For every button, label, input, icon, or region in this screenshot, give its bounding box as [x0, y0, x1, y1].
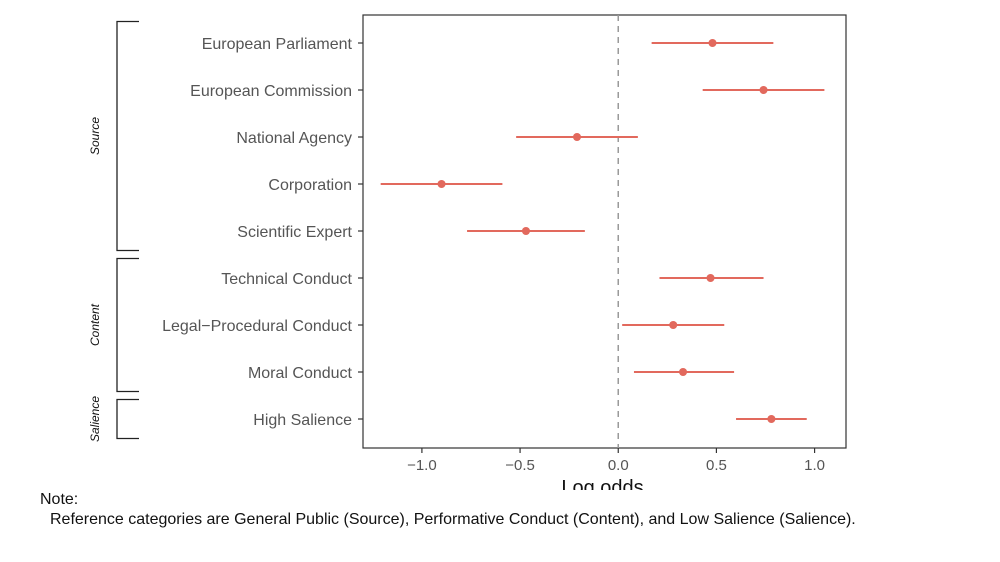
estimate-point [679, 368, 688, 376]
estimate-point [708, 39, 717, 47]
estimate-point [573, 133, 582, 141]
x-axis-ticks: −1.0 −0.5 0.0 0.5 1.0 [407, 448, 825, 474]
category-label: Legal−Procedural Conduct [162, 318, 352, 335]
plot-panel [362, 14, 847, 449]
group-bracket [116, 257, 139, 393]
coefficient-chart: Source Content Salience European Parliamen… [88, 14, 847, 490]
estimate-point [669, 321, 678, 329]
category-labels: European Parliament European Commission Na… [162, 36, 352, 429]
group-labels: Source Content Salience [88, 117, 102, 442]
estimate-point [767, 415, 776, 423]
category-label: Corporation [268, 177, 352, 194]
estimate-point [437, 180, 446, 188]
note-title: Note: [40, 491, 79, 508]
category-label: High Salience [253, 412, 352, 429]
group-bracket [116, 20, 139, 252]
x-tick-label: 0.0 [608, 457, 629, 474]
group-brackets [116, 20, 139, 440]
category-label: European Commission [190, 83, 352, 100]
category-label: Moral Conduct [248, 365, 353, 382]
x-tick-label: −0.5 [505, 457, 535, 474]
group-label: Content [88, 303, 102, 346]
estimate-point [706, 274, 715, 282]
estimate-point [521, 227, 530, 235]
category-label: Technical Conduct [221, 271, 352, 288]
category-label: Scientific Expert [237, 224, 352, 241]
group-label: Salience [88, 396, 102, 442]
x-tick-label: 0.5 [706, 457, 727, 474]
x-tick-label: 1.0 [804, 457, 825, 474]
category-label: National Agency [236, 130, 352, 147]
y-axis-ticks [358, 42, 363, 420]
estimate-point [759, 86, 768, 94]
category-label: European Parliament [202, 36, 353, 53]
group-label: Source [88, 117, 102, 155]
x-tick-label: −1.0 [407, 457, 437, 474]
note-text: Reference categories are General Public … [50, 511, 856, 528]
group-bracket [116, 398, 139, 440]
x-axis-title: Log odds [561, 477, 643, 490]
estimate-marks [380, 39, 825, 423]
